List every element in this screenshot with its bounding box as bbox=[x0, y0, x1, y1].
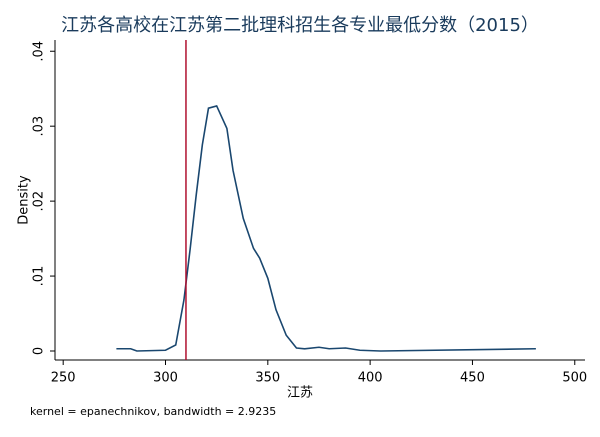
y-tick-label: .03 bbox=[32, 116, 47, 137]
y-tick-label: .01 bbox=[32, 266, 47, 287]
x-tick-label: 400 bbox=[358, 371, 383, 386]
y-tick-label: .04 bbox=[32, 41, 47, 62]
density-line bbox=[116, 104, 536, 352]
x-tick-label: 250 bbox=[51, 371, 76, 386]
x-axis-label: 江苏 bbox=[287, 385, 313, 401]
chart-title: 江苏各高校在江苏第二批理科招生各专业最低分数（2015） bbox=[61, 15, 539, 36]
note: kernel = epanechnikov, bandwidth = 2.923… bbox=[30, 405, 276, 418]
x-tick-label: 300 bbox=[153, 371, 178, 386]
y-tick-label: .02 bbox=[32, 191, 47, 212]
x-tick-label: 450 bbox=[460, 371, 485, 386]
x-tick-label: 350 bbox=[255, 371, 280, 386]
y-tick-label: 0 bbox=[32, 347, 47, 355]
x-tick-label: 500 bbox=[562, 371, 587, 386]
y-axis-label: Density bbox=[17, 175, 32, 225]
